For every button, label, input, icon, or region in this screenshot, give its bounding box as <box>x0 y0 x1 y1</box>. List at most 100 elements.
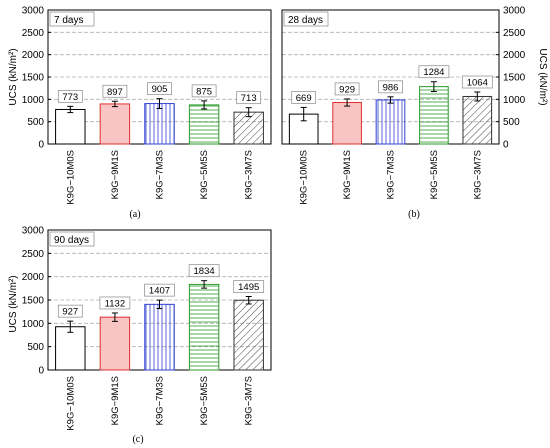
category-label: K9G−7M3S <box>386 150 397 199</box>
bar <box>99 103 131 145</box>
panel-label: (a) <box>129 209 140 220</box>
panel-title: 7 days <box>54 15 83 26</box>
error-bar <box>67 105 74 114</box>
y-tick-label: 1000 <box>22 95 45 106</box>
data-label-box <box>418 65 450 79</box>
bar <box>99 316 131 371</box>
category-label: K9G−7M3S <box>155 376 166 425</box>
y-tick-label: 0 <box>503 140 509 151</box>
category-label: K9G−7M3S <box>155 150 166 199</box>
category-label: K9G−10M0S <box>65 376 76 431</box>
data-label-box <box>291 91 317 104</box>
panel-a-7-days: UCS (kN/m²) (a) 0 500 1000 1500 2000 2500 3000… <box>8 6 272 220</box>
bar <box>55 326 86 371</box>
data-label-box <box>233 280 265 293</box>
bar <box>188 104 220 145</box>
data-label-box <box>147 82 172 96</box>
y-tick-label: 3000 <box>22 226 45 237</box>
y-tick-label: 0 <box>38 366 44 377</box>
category-label: K9G−3M7S <box>244 376 255 425</box>
data-label: 897 <box>107 87 123 98</box>
y-tick-label: 500 <box>503 117 520 128</box>
bar <box>462 95 493 145</box>
panel-c-90-days: UCS (kN/m²) (c) 0 500 1000 1500 2000 2500 3000… <box>8 226 272 445</box>
error-bar <box>245 296 252 305</box>
y-axis-label: UCS (kN/m²) <box>8 48 19 105</box>
y-axis-label: UCS (kN/m²) <box>537 48 548 105</box>
error-bar <box>300 106 307 122</box>
error-bar <box>201 100 208 110</box>
bar <box>233 299 264 371</box>
panel-title: 28 days <box>288 15 323 26</box>
error-bar <box>156 98 163 109</box>
data-label: 905 <box>152 84 168 95</box>
y-tick-label: 0 <box>38 140 44 151</box>
panel-title-frame <box>49 231 95 247</box>
data-label: 1834 <box>194 266 215 277</box>
data-label: 713 <box>241 93 257 104</box>
y-tick-label: 1000 <box>503 95 526 106</box>
bar <box>188 283 220 371</box>
data-label: 1064 <box>467 78 488 89</box>
data-label: 773 <box>62 92 78 103</box>
y-tick-label: 3000 <box>503 6 526 17</box>
category-label: K9G−5M5S <box>199 150 210 199</box>
y-tick-label: 2500 <box>503 28 526 39</box>
data-label-box <box>57 89 83 103</box>
panel-title-frame <box>283 11 329 27</box>
category-label: K9G−10M0S <box>65 150 76 205</box>
data-label: 1495 <box>238 282 259 293</box>
error-bar <box>111 100 118 108</box>
y-tick-label: 1500 <box>22 73 45 84</box>
y-tick-label: 2000 <box>22 272 45 283</box>
data-label: 929 <box>339 84 355 95</box>
data-label-box <box>334 82 360 96</box>
data-label: 875 <box>196 86 212 97</box>
bar <box>55 108 86 145</box>
panel-title: 90 days <box>54 235 89 246</box>
panel-label: (b) <box>408 209 420 220</box>
data-label: 927 <box>62 307 78 318</box>
bar <box>332 102 362 145</box>
y-tick-label: 3000 <box>22 6 45 17</box>
data-label-box <box>461 75 493 89</box>
error-bar <box>430 81 437 93</box>
category-label: K9G−5M5S <box>429 150 440 199</box>
data-label-box <box>144 283 175 297</box>
error-bar <box>245 107 252 118</box>
panel-b-28-days: UCS (kN/m²) (b) 0 500 1000 1500 2000 2500 3000… <box>281 6 548 220</box>
data-label: 669 <box>296 93 312 104</box>
error-bar <box>67 320 74 333</box>
panel-title-box: 28 days <box>283 11 329 27</box>
y-tick-label: 500 <box>27 342 44 353</box>
data-label-box <box>188 264 220 278</box>
panel-title-frame <box>49 11 95 27</box>
data-label-box <box>236 91 262 105</box>
data-label-box <box>102 84 128 98</box>
panel-title-box: 7 days <box>49 11 95 27</box>
bar <box>375 99 406 145</box>
y-tick-label: 1000 <box>22 319 45 330</box>
error-bar <box>156 299 163 310</box>
bar <box>144 303 175 371</box>
y-tick-label: 2000 <box>503 50 526 61</box>
error-bar <box>387 96 394 104</box>
error-bar <box>201 280 208 289</box>
panel-title-box: 90 days <box>49 231 95 247</box>
y-tick-label: 2000 <box>22 50 45 61</box>
bar <box>419 86 449 145</box>
data-label-box <box>57 304 83 318</box>
bar <box>233 111 264 145</box>
y-tick-label: 1500 <box>22 296 45 307</box>
error-bar <box>344 98 351 107</box>
y-tick-label: 500 <box>27 117 44 128</box>
y-tick-label: 2500 <box>22 28 45 39</box>
category-label: K9G−9M1S <box>110 150 121 199</box>
data-label: 1407 <box>149 286 170 297</box>
category-label: K9G−3M7S <box>472 150 483 199</box>
data-label-box <box>191 84 217 98</box>
category-label: K9G−9M1S <box>342 150 353 199</box>
bar <box>144 103 175 145</box>
data-label: 986 <box>383 82 399 93</box>
error-bar <box>474 91 481 102</box>
